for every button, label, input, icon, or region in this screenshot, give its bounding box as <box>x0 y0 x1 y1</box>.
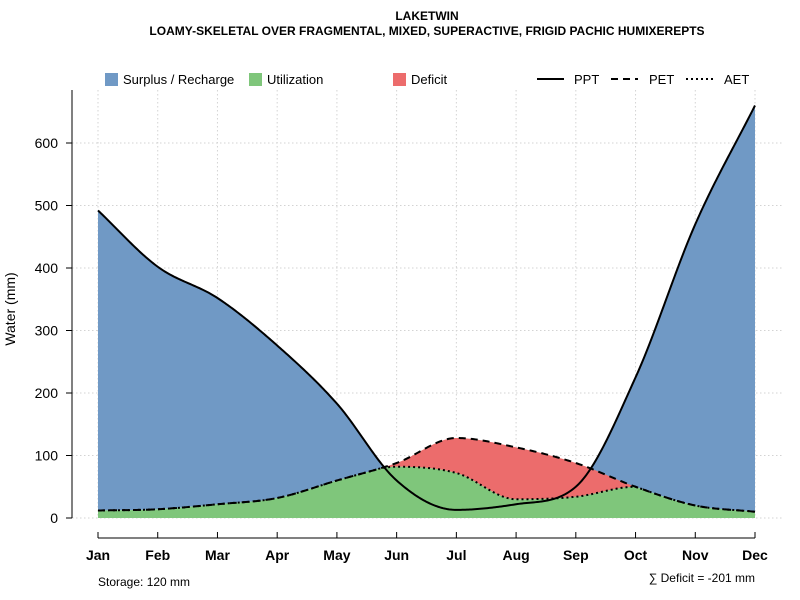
x-tick-label: Oct <box>624 547 648 563</box>
legend-swatch-deficit <box>393 73 406 86</box>
y-tick-label: 500 <box>35 198 59 214</box>
series-line-ppt <box>97 105 756 511</box>
x-tick-label: Feb <box>145 547 170 563</box>
series-line-pet <box>97 436 756 513</box>
legend-label-aet: AET <box>724 72 749 87</box>
y-tick-label: 600 <box>35 135 59 151</box>
legend-label-pet: PET <box>649 72 674 87</box>
x-tick-label: Nov <box>682 547 709 563</box>
axes: 0 100 200 300 400 500 600 Jan Feb Mar Apr May Jun Jul… <box>35 90 768 563</box>
x-tick-label: Apr <box>265 547 290 563</box>
legend: Surplus / Recharge Utilization Deficit P… <box>105 72 749 87</box>
legend-swatch-utilization <box>249 73 262 86</box>
x-tick-label: Jun <box>384 547 409 563</box>
x-tick-label: May <box>323 547 350 563</box>
y-tick-label: 400 <box>35 260 59 276</box>
legend-label-utilization: Utilization <box>267 72 323 87</box>
x-tick-label: Aug <box>502 547 529 563</box>
chart-subtitle: LOAMY-SKELETAL OVER FRAGMENTAL, MIXED, S… <box>149 24 704 38</box>
x-tick-label: Sep <box>563 547 589 563</box>
y-axis-label: Water (mm) <box>2 272 18 345</box>
x-tick-label: Jul <box>446 547 466 563</box>
y-tick-label: 200 <box>35 385 59 401</box>
area-fills <box>98 105 755 518</box>
x-tick-label: Jan <box>86 547 110 563</box>
legend-label-surplus: Surplus / Recharge <box>123 72 234 87</box>
legend-label-ppt: PPT <box>574 72 599 87</box>
y-tick-label: 0 <box>50 510 58 526</box>
x-tick-label: Dec <box>742 547 768 563</box>
area-utilization <box>98 466 755 518</box>
y-tick-label: 300 <box>35 323 59 339</box>
y-tick-label: 100 <box>35 448 59 464</box>
x-tick-label: Mar <box>205 547 230 563</box>
area-surplus-recharge <box>98 105 755 512</box>
legend-swatch-surplus <box>105 73 118 86</box>
series-lines <box>97 105 756 513</box>
chart-title: LAKETWIN <box>395 9 458 23</box>
area-deficit <box>98 438 755 512</box>
legend-label-deficit: Deficit <box>411 72 448 87</box>
storage-note: Storage: 120 mm <box>98 575 190 589</box>
deficit-note: ∑ Deficit = -201 mm <box>649 571 755 585</box>
